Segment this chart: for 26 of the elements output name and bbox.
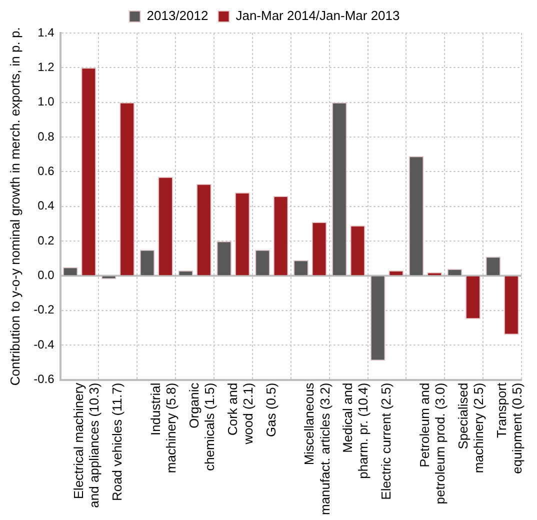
x-tick-label: Specialised machinery (2.5) — [455, 382, 486, 474]
x-tick-label: Petroleum and petroleum prod. (3.0) — [417, 382, 448, 504]
x-tick-label: Miscellaneous manufact. articles (3.2) — [302, 382, 332, 516]
x-tick-label: Cork and wood (2.1) — [224, 382, 256, 446]
y-tick-label: 0.6 — [38, 164, 55, 178]
y-tick-label: 0.0 — [38, 268, 55, 282]
legend-label: Jan-Mar 2014/Jan-Mar 2013 — [236, 8, 400, 24]
y-tick-label: 0.4 — [38, 198, 55, 213]
y-tick-label: 0.2 — [38, 233, 55, 248]
x-tick-label: Organic chemicals (1.5) — [186, 382, 217, 471]
y-tick-label: -0.2 — [34, 302, 55, 317]
y-tick-label: -0.4 — [34, 337, 55, 352]
x-tick-label: Transport equipment (0.5) — [494, 382, 524, 474]
y-axis-title: Contribution to y-o-y nominal growth in merch. exports, in p. p. — [7, 27, 22, 386]
x-tick-label: Road vehicles (11.7) — [110, 382, 125, 502]
legend-label: 2013/2012 — [146, 8, 208, 24]
x-tick-label: Medical and pharm. pr. (10.4) — [340, 382, 371, 479]
y-tick-label: 1.2 — [38, 60, 55, 74]
y-tick-label: 0.8 — [38, 129, 55, 144]
x-tick-label: Gas (0.5) — [263, 382, 278, 437]
x-tick-label: Industrial machinery (5.8) — [148, 382, 179, 474]
y-tick-label: 1.4 — [38, 25, 55, 40]
y-tick-label: 1.0 — [38, 94, 55, 109]
x-tick-label: Electric current (2.5) — [378, 382, 394, 500]
y-tick-label: -0.6 — [34, 372, 55, 386]
x-tick-label: Electrical machinery and appliances (10.3) — [71, 382, 102, 508]
